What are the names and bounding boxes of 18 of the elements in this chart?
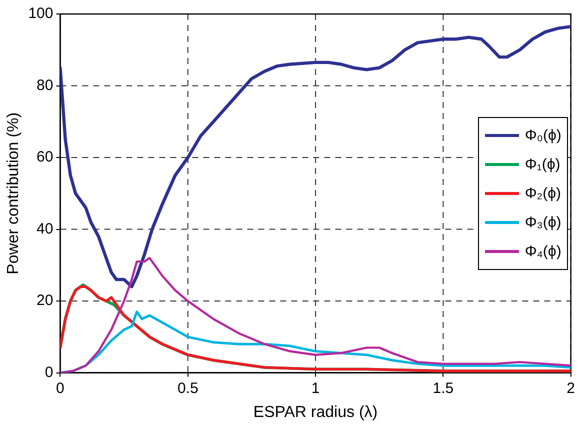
x-tick-label: 0.5 — [177, 380, 198, 397]
x-tick-label: 0 — [56, 380, 64, 397]
y-tick-label: 0 — [44, 364, 54, 381]
x-axis-title: ESPAR radius (λ) — [253, 404, 378, 421]
legend-label: Φ₁(ϕ) — [524, 156, 560, 173]
x-tick-label: 1.5 — [432, 380, 454, 397]
legend-label: Φ₂(ϕ) — [524, 184, 562, 202]
legend-label: Φ₀(ϕ) — [524, 126, 562, 144]
y-tick-label: 40 — [36, 220, 54, 238]
y-tick-label: 60 — [36, 148, 54, 166]
x-tick-label: 2 — [566, 380, 575, 397]
legend-label: Φ₄(ϕ) — [524, 242, 562, 260]
y-axis-title: Power contribution (%) — [5, 112, 22, 274]
x-tick-label: 1 — [311, 380, 320, 397]
legend-label: Φ₃(ϕ) — [524, 214, 562, 231]
y-tick-label: 80 — [36, 76, 54, 94]
y-tick-label: 100 — [28, 5, 54, 22]
y-tick-label: 20 — [36, 292, 54, 310]
